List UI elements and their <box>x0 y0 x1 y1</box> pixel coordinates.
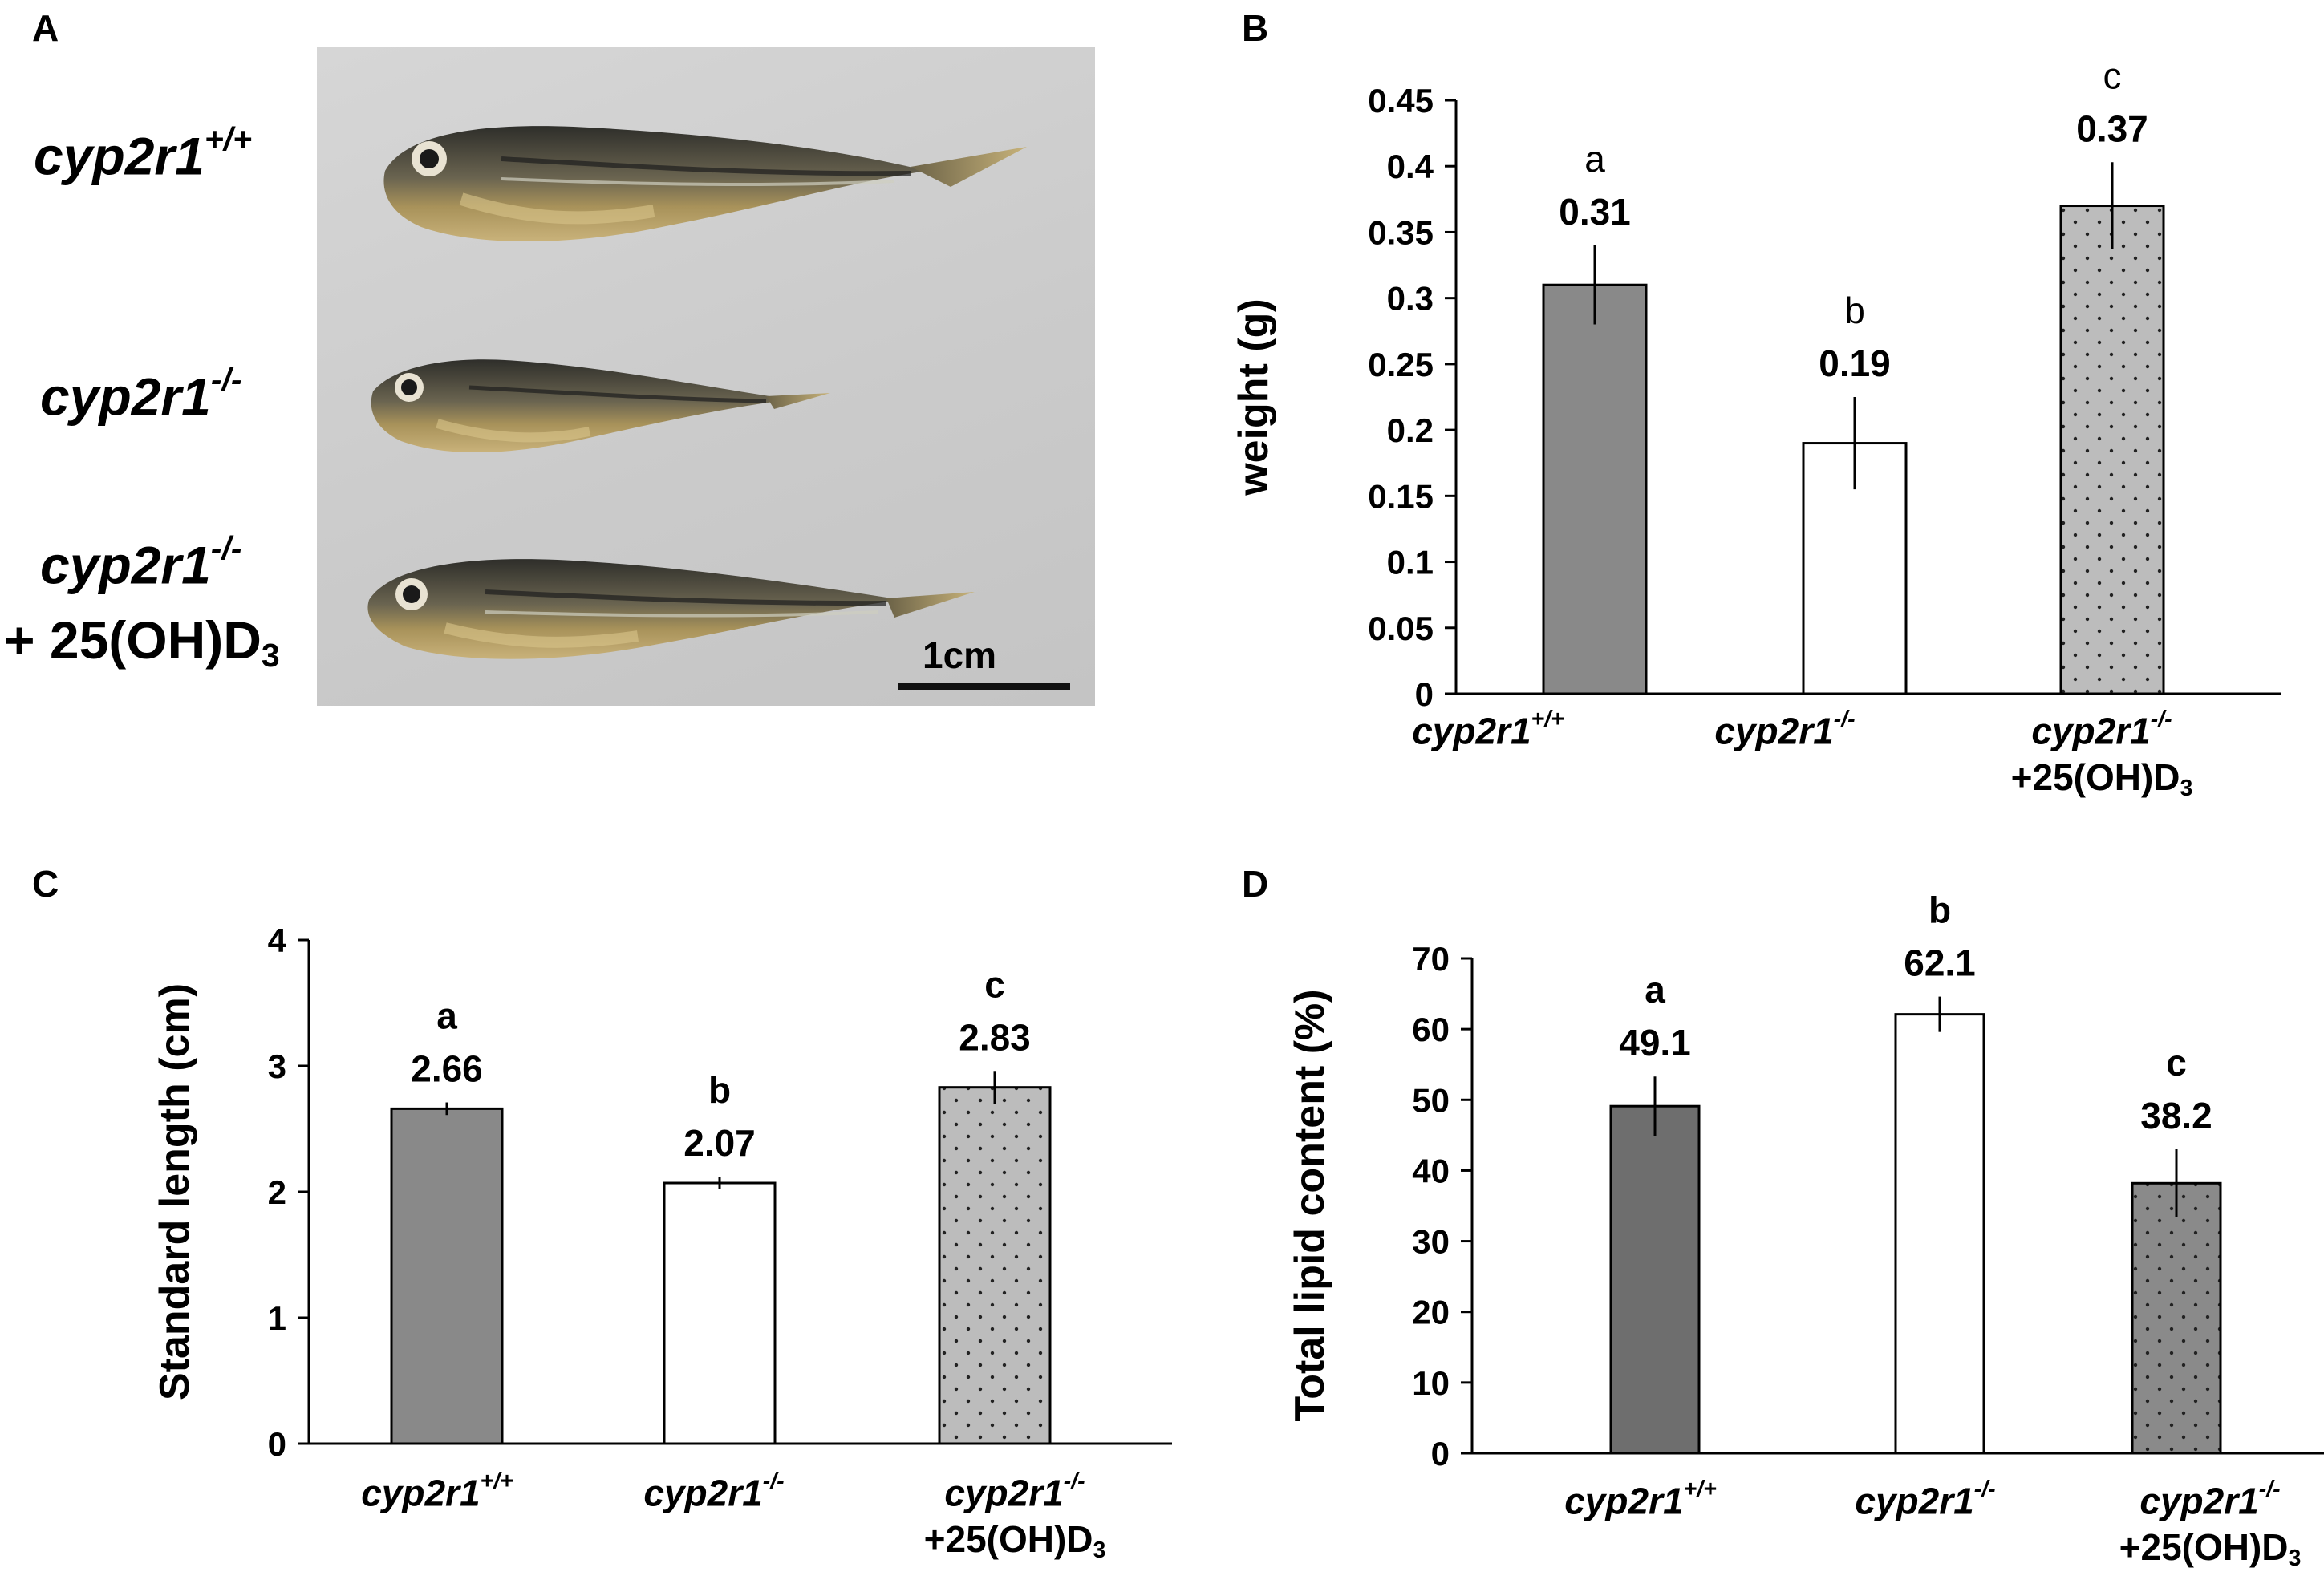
chart-d-tick-label: 50 <box>1412 1081 1450 1119</box>
chart-b-xlabel-mutant: cyp2r1-/- <box>1714 707 1856 752</box>
chart-d-bar <box>2131 1181 2222 1455</box>
scale-bar-label: 1cm <box>923 634 997 676</box>
chart-d-xlabel-mutant: cyp2r1-/- <box>1855 1477 1996 1522</box>
chart-b-value-label: 0.31 <box>1559 191 1631 233</box>
chart-c-xlabel-wildtype: cyp2r1+/+ <box>361 1469 513 1514</box>
chart-d-tick-label: 10 <box>1412 1364 1450 1402</box>
chart-b-bar <box>1542 283 1648 695</box>
chart-d-tick-label: 70 <box>1412 940 1450 978</box>
chart-d-tick-label: 0 <box>1431 1435 1450 1473</box>
chart-c-significance-letter: b <box>708 1069 731 1111</box>
chart-d-significance-letter: c <box>2166 1042 2187 1084</box>
chart-d-significance-letter: a <box>1645 969 1665 1011</box>
chart-d-y-axis-label: Total lipid content (%) <box>1287 989 1333 1421</box>
chart-d-tick-label: 20 <box>1412 1294 1450 1331</box>
chart-b-tick-label: 0.25 <box>1368 346 1434 383</box>
chart-c-xlabel-treated: cyp2r1-/- +25(OH)D3 <box>923 1469 1106 1563</box>
panel-letter-a: A <box>32 7 59 49</box>
chart-b-xlabel-treated: cyp2r1-/- +25(OH)D3 <box>2010 707 2193 801</box>
chart-c-group: 0 1 2 3 4 Standard length (cm) 2.66 a 2.07 b 2.83 c <box>152 922 1172 1463</box>
chart-b-significance-letter: b <box>1844 290 1865 331</box>
panel-letter-d: D <box>1242 863 1269 905</box>
chart-c-xlabel-mutant: cyp2r1-/- <box>643 1469 785 1514</box>
chart-b-significance-letter: a <box>1584 138 1605 180</box>
chart-b-tick-label: 0.2 <box>1387 411 1434 449</box>
chart-c-value-label: 2.83 <box>959 1016 1031 1058</box>
fish-label-mutant: cyp2r1-/- <box>40 361 242 427</box>
chart-b-tick-label: 0.1 <box>1387 544 1434 581</box>
fish-mutant <box>371 359 830 453</box>
fish-label-treated-line2: + 25(OH)D3 <box>4 610 280 675</box>
chart-c-value-label: 2.07 <box>683 1122 756 1164</box>
chart-c-tick-label: 0 <box>268 1425 286 1463</box>
chart-d-tick-label: 30 <box>1412 1223 1450 1261</box>
fish-photograph <box>317 47 1095 706</box>
fish-label-wildtype: cyp2r1+/+ <box>34 120 252 186</box>
chart-c-significance-letter: c <box>984 963 1005 1005</box>
fish-label-treated: cyp2r1-/- <box>40 529 242 595</box>
chart-c-value-label: 2.66 <box>411 1048 483 1090</box>
chart-b-tick-label: 0.05 <box>1368 610 1434 647</box>
chart-d-significance-letter: b <box>1929 889 1951 931</box>
chart-b-tick-label: 0.3 <box>1387 280 1434 318</box>
chart-b-tick-label: 0.35 <box>1368 213 1434 251</box>
chart-d-value-label: 62.1 <box>1904 942 1976 984</box>
fish-wildtype <box>383 126 1027 242</box>
scale-bar <box>898 683 1070 690</box>
chart-c-bar <box>390 1107 504 1445</box>
fish-treated <box>367 559 975 659</box>
chart-d-bar <box>1609 1104 1701 1455</box>
chart-d-value-label: 49.1 <box>1619 1022 1691 1063</box>
chart-c-tick-label: 4 <box>268 922 287 959</box>
chart-b-y-axis-label: weight (g) <box>1231 298 1277 496</box>
chart-c-significance-letter: a <box>436 995 457 1037</box>
chart-b-group: 0 0.05 0.1 0.15 0.2 0.25 0.3 0.35 0.4 0.45 weight … <box>1231 55 2281 713</box>
chart-d-tick-label: 40 <box>1412 1152 1450 1189</box>
chart-c-bar <box>938 1086 1052 1445</box>
chart-b-bar <box>2059 205 2165 695</box>
chart-c-tick-label: 3 <box>268 1047 286 1085</box>
chart-b-tick-label: 0.4 <box>1387 148 1434 185</box>
chart-d-xlabel-wildtype: cyp2r1+/+ <box>1564 1477 1717 1522</box>
chart-d-bar <box>1894 1013 1985 1455</box>
chart-d-tick-label: 60 <box>1412 1011 1450 1048</box>
chart-d-group: 0 10 20 30 40 50 60 70 Total lipid content (%) 49… <box>1287 889 2324 1473</box>
chart-d-value-label: 38.2 <box>2140 1095 2212 1136</box>
chart-b-value-label: 0.19 <box>1819 342 1891 384</box>
chart-c-tick-label: 2 <box>268 1173 286 1211</box>
chart-b-value-label: 0.37 <box>2076 107 2148 149</box>
panel-letter-c: C <box>32 863 59 905</box>
fish-illustration <box>367 126 1027 659</box>
chart-d-xlabel-treated: cyp2r1-/- +25(OH)D3 <box>2119 1477 2302 1571</box>
chart-b-xlabel-wildtype: cyp2r1+/+ <box>1412 707 1564 752</box>
panel-letter-b: B <box>1242 7 1269 49</box>
chart-c-y-axis-label: Standard length (cm) <box>152 983 198 1400</box>
chart-b-tick-label: 0 <box>1415 675 1434 713</box>
chart-c-bar <box>663 1181 777 1445</box>
chart-b-tick-label: 0.15 <box>1368 477 1434 515</box>
chart-c-tick-label: 1 <box>268 1299 286 1337</box>
chart-b-tick-label: 0.45 <box>1368 82 1434 120</box>
chart-b-significance-letter: c <box>2103 55 2122 96</box>
